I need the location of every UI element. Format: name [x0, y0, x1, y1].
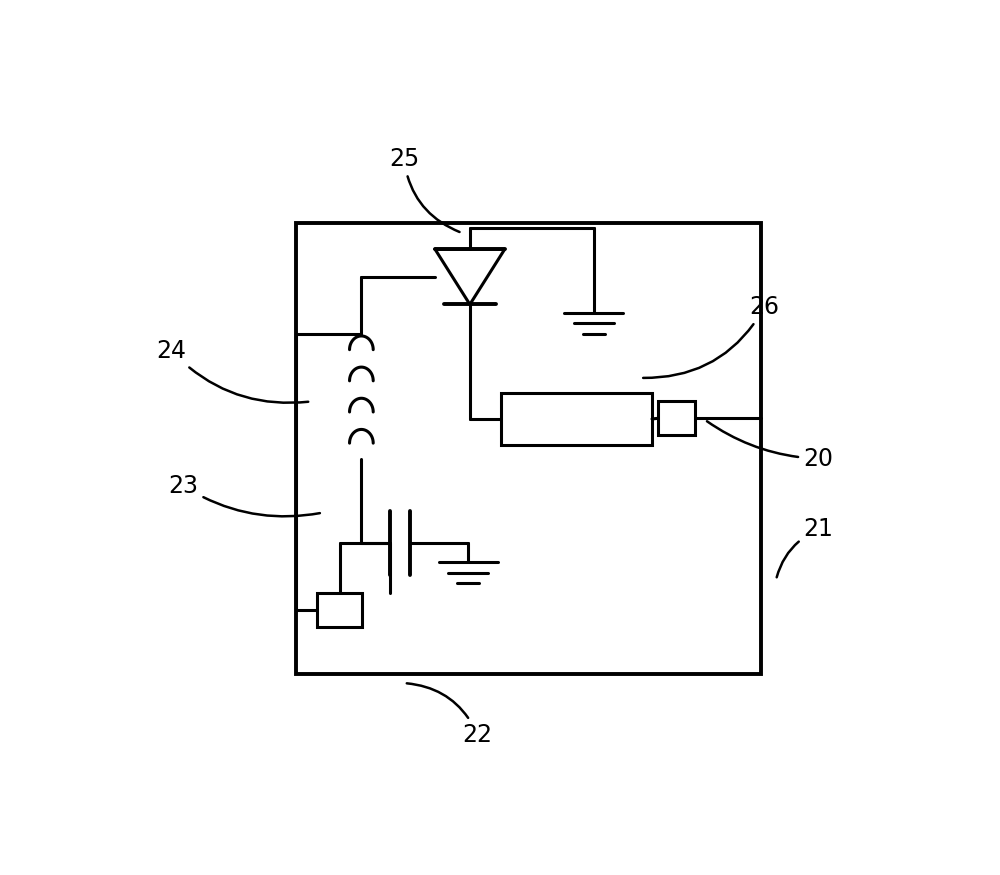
Text: 21: 21	[777, 517, 834, 578]
Bar	[296, 223, 761, 675]
Bar	[658, 402, 695, 435]
Text: 26: 26	[643, 295, 779, 378]
Text: 24: 24	[156, 339, 308, 402]
Bar	[501, 393, 652, 445]
Text: 23: 23	[168, 473, 320, 516]
Text: 22: 22	[407, 683, 493, 747]
Bar	[317, 593, 362, 627]
Text: 20: 20	[707, 421, 834, 471]
Text: 25: 25	[389, 147, 460, 232]
